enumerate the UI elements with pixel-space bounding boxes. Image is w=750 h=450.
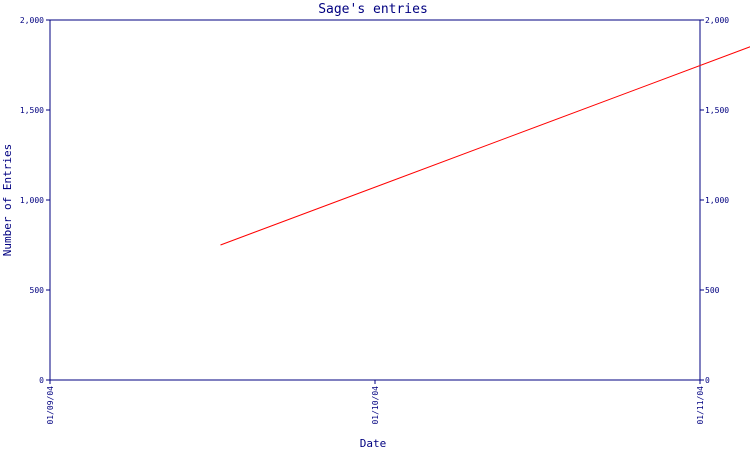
plot-area	[49, 19, 701, 381]
chart-title: Sage's entries	[318, 2, 428, 17]
y-axis-label: Number of Entries	[1, 144, 14, 257]
y-tick-label-left: 0	[39, 376, 44, 385]
y-tick-label-left: 1,000	[20, 196, 44, 205]
y-tick-label-left: 2,000	[20, 16, 44, 25]
y-tick-label-right: 1,500	[705, 106, 729, 115]
x-axis-label: Date	[360, 437, 387, 450]
y-tick-label-right: 0	[705, 376, 710, 385]
series-line	[220, 46, 750, 246]
x-tick-label: 01/09/04	[46, 386, 55, 425]
y-tick-label-left: 1,500	[20, 106, 44, 115]
y-tick-label-right: 500	[705, 286, 720, 295]
y-tick-label-left: 500	[30, 286, 45, 295]
y-tick-label-right: 2,000	[705, 16, 729, 25]
y-tick-label-right: 1,000	[705, 196, 729, 205]
x-tick-label: 01/11/04	[696, 386, 705, 425]
x-tick-label: 01/10/04	[371, 386, 380, 425]
